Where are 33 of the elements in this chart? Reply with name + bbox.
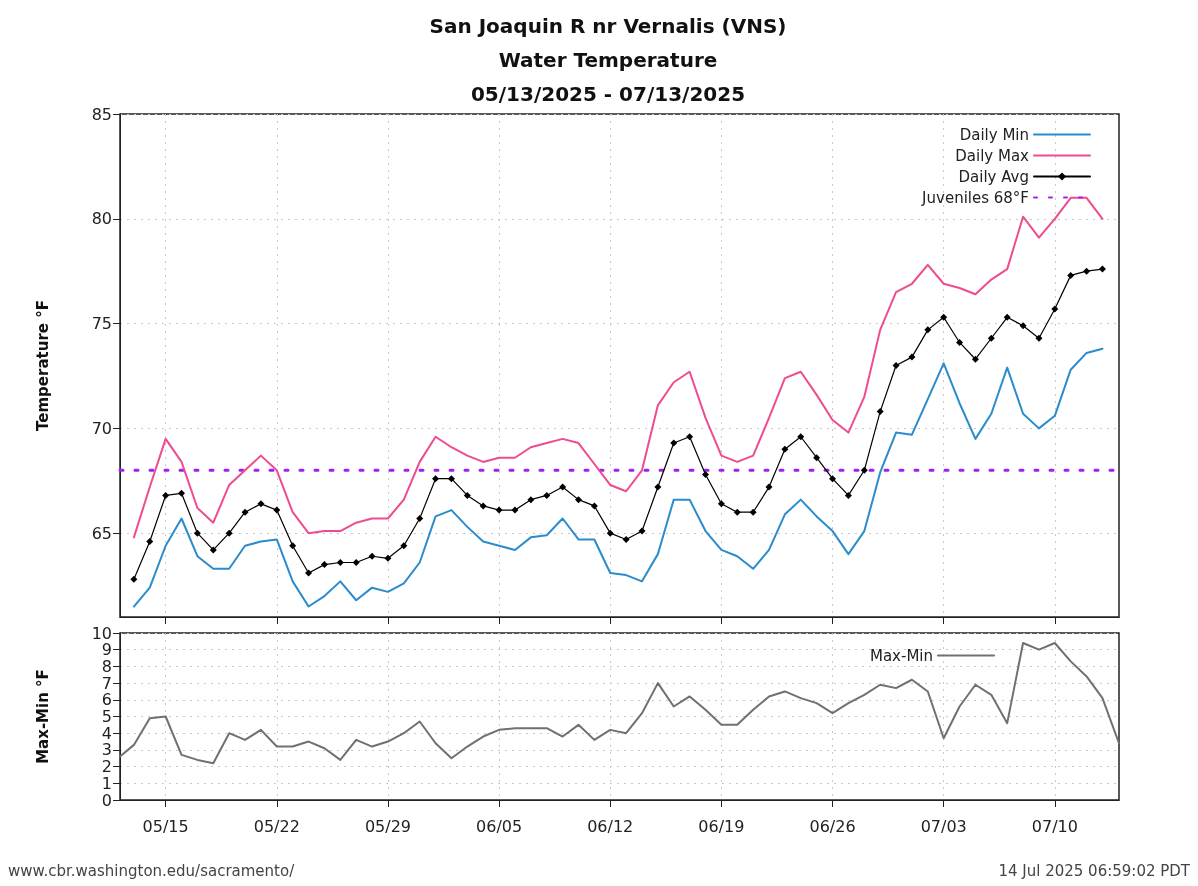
line-series: [119, 642, 1120, 765]
y-tick-label: 75: [91, 314, 112, 334]
line-series: [132, 347, 1104, 608]
text: www.cbr.washington.edu/sacramento/: [8, 861, 296, 880]
y-tick-label: 80: [91, 209, 112, 229]
y-tick-label: 5: [101, 707, 112, 726]
legend-label: Max-Min: [869, 646, 933, 665]
x-tick-label: 05/29: [364, 816, 411, 836]
chart-title: San Joaquin R nr Vernalis (VNS) Water Temperature 05/13/2025 - 07/13/2025: [429, 14, 787, 106]
x-tick-label: 06/19: [698, 816, 745, 836]
x-tick-label: 05/15: [142, 816, 189, 836]
y-tick-label: 6: [101, 690, 112, 710]
x-tick-label: 06/05: [476, 816, 523, 836]
legend-label: Daily Min: [959, 125, 1029, 144]
x-tick-label: 06/12: [587, 816, 634, 836]
y-tick-label: 7: [101, 673, 112, 693]
x-tick-label: 07/03: [920, 816, 967, 836]
y-tick-label: 0: [101, 790, 112, 810]
y-tick-label: 10: [91, 623, 112, 643]
y-tick-label: 4: [101, 723, 112, 743]
y-tick-label: 65: [91, 523, 112, 543]
x-tick-label: 05/22: [253, 816, 300, 836]
legend-label: Daily Avg: [958, 167, 1029, 186]
y-axis-title: Max-Min °F: [33, 669, 52, 764]
y-tick-label: 70: [91, 418, 112, 438]
y-axis-title: Temperature °F: [33, 300, 52, 431]
y-tick-label: 3: [101, 740, 112, 760]
x-tick-label: 07/10: [1031, 816, 1078, 836]
y-tick-label: 85: [91, 104, 112, 124]
legend-label: Juveniles 68°F: [921, 188, 1029, 207]
x-tick-label: 06/26: [809, 816, 856, 836]
text: 14 Jul 2025 06:59:02 PDT: [998, 861, 1191, 880]
legend-label: Daily Max: [955, 146, 1030, 165]
